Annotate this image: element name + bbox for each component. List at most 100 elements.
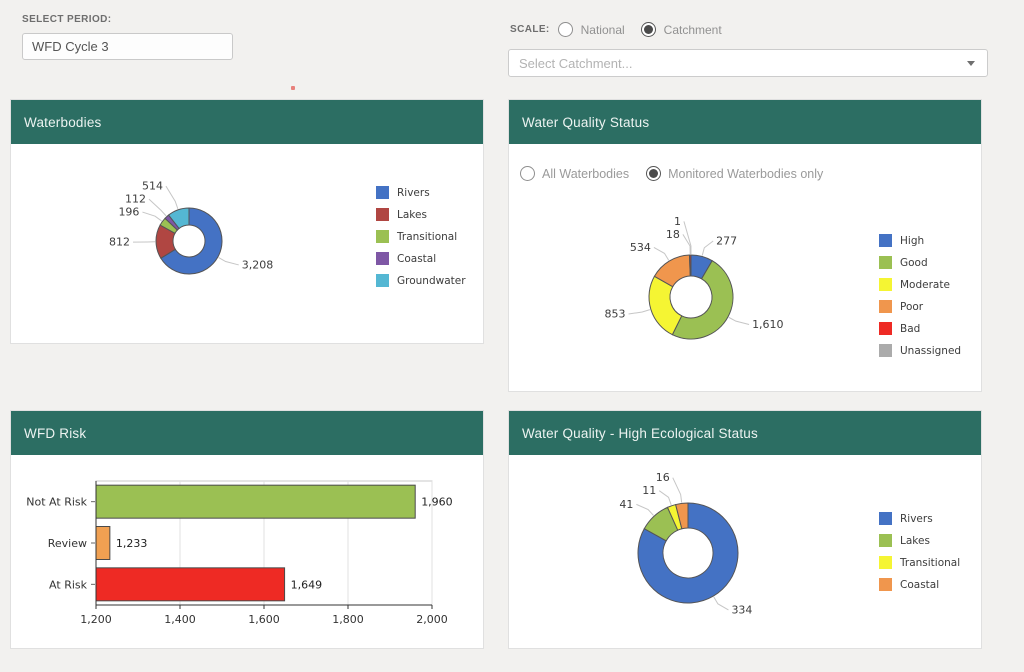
legend-swatch bbox=[879, 278, 892, 291]
wfd-risk-svg: Not At Risk 1,960 Review 1,233 At Risk 1,649 1… bbox=[26, 480, 453, 626]
legend-item-groundwater[interactable]: Groundwater bbox=[376, 274, 466, 287]
wq-high-donut-chart: 334 41 11 16 bbox=[509, 455, 981, 653]
legend-swatch bbox=[879, 234, 892, 247]
legend-label: Lakes bbox=[397, 208, 427, 221]
radio-national-label[interactable]: National bbox=[580, 22, 625, 37]
wfd-risk-bar-chart: Not At Risk 1,960 Review 1,233 At Risk 1,649 1… bbox=[11, 455, 483, 653]
label-leader-line bbox=[142, 211, 162, 222]
pie-slice-groundwater[interactable] bbox=[167, 207, 190, 230]
bar-not-at-risk[interactable] bbox=[95, 484, 416, 519]
slice-value-label-high: 277 bbox=[716, 235, 737, 248]
slice-value-label-transitional: 11 bbox=[642, 484, 656, 497]
pie-slice-moderate[interactable] bbox=[648, 275, 683, 336]
legend-item-transitional[interactable]: Transitional bbox=[376, 230, 466, 243]
legend-item-good[interactable]: Good bbox=[879, 256, 961, 269]
slice-value-label-rivers: 334 bbox=[731, 603, 752, 616]
label-leader-line bbox=[682, 234, 691, 255]
legend-swatch bbox=[879, 578, 892, 591]
panel-wq-high-ecological-title: Water Quality - High Ecological Status bbox=[522, 425, 758, 441]
waterbodies-donut-chart: 3,208 812 196 112 514 bbox=[11, 144, 483, 348]
legend-swatch bbox=[879, 344, 892, 357]
period-input[interactable]: WFD Cycle 3 bbox=[22, 33, 233, 60]
pie-slice-good[interactable] bbox=[671, 260, 734, 340]
legend-item-lakes[interactable]: Lakes bbox=[879, 534, 960, 547]
legend-label: Moderate bbox=[900, 278, 950, 291]
panel-water-quality-status: Water Quality Status All Waterbodies Mon… bbox=[508, 99, 982, 392]
radio-monitored-only-label[interactable]: Monitored Waterbodies only bbox=[668, 166, 824, 181]
slice-value-label-rivers: 3,208 bbox=[242, 258, 273, 271]
panel-wfd-risk-header: WFD Risk bbox=[11, 411, 483, 455]
legend-item-transitional[interactable]: Transitional bbox=[879, 556, 960, 569]
chevron-down-icon bbox=[967, 61, 975, 66]
wq-status-filter-row: All Waterbodies Monitored Waterbodies on… bbox=[520, 166, 823, 181]
x-tick-label: 1,200 bbox=[80, 613, 112, 626]
legend-swatch bbox=[879, 556, 892, 569]
period-control-group: SELECT PERIOD: WFD Cycle 3 bbox=[22, 14, 233, 60]
slice-value-label-transitional: 196 bbox=[118, 206, 139, 219]
label-leader-line bbox=[165, 185, 179, 210]
panel-water-quality-status-header: Water Quality Status bbox=[509, 100, 981, 144]
legend-item-coastal[interactable]: Coastal bbox=[376, 252, 466, 265]
slice-value-label-groundwater: 514 bbox=[142, 180, 163, 193]
legend-label: Groundwater bbox=[397, 274, 466, 287]
legend-label: Unassigned bbox=[900, 344, 962, 357]
label-leader-line bbox=[636, 503, 654, 516]
category-label: Review bbox=[48, 537, 87, 550]
panel-wq-high-ecological: Water Quality - High Ecological Status 3… bbox=[508, 410, 982, 649]
panel-wfd-risk-title: WFD Risk bbox=[24, 425, 87, 441]
legend-swatch bbox=[879, 322, 892, 335]
legend-label: Lakes bbox=[900, 534, 930, 547]
radio-catchment[interactable] bbox=[640, 22, 656, 37]
legend-label: Transitional bbox=[397, 230, 458, 243]
legend-swatch bbox=[879, 512, 892, 525]
slice-value-label-good: 1,610 bbox=[752, 318, 784, 331]
bar-at-risk[interactable] bbox=[95, 567, 286, 602]
legend-label: Transitional bbox=[900, 556, 961, 569]
bar-review[interactable] bbox=[95, 526, 111, 560]
category-label: At Risk bbox=[49, 578, 88, 591]
pie-slice-rivers[interactable] bbox=[160, 207, 223, 275]
panel-waterbodies-title: Waterbodies bbox=[24, 114, 102, 130]
radio-catchment-label[interactable]: Catchment bbox=[663, 22, 722, 37]
panel-waterbodies-header: Waterbodies bbox=[11, 100, 483, 144]
panel-water-quality-status-title: Water Quality Status bbox=[522, 114, 650, 130]
stray-marker-dot bbox=[291, 86, 295, 90]
legend-label: Poor bbox=[900, 300, 924, 313]
legend-swatch bbox=[376, 186, 389, 199]
radio-national[interactable] bbox=[557, 22, 573, 37]
x-tick-label: 1,400 bbox=[164, 613, 196, 626]
panel-waterbodies: Waterbodies 3,208 812 196 112 514 Rivers Lake… bbox=[10, 99, 484, 344]
legend-label: Good bbox=[900, 256, 928, 269]
legend-label: Rivers bbox=[397, 186, 430, 199]
pie-slice-rivers[interactable] bbox=[637, 502, 739, 604]
radio-all-waterbodies[interactable] bbox=[520, 166, 535, 181]
label-leader-line bbox=[672, 477, 683, 503]
bar-value-label: 1,649 bbox=[291, 578, 323, 591]
radio-monitored-only[interactable] bbox=[646, 166, 662, 181]
legend-label: Coastal bbox=[900, 578, 940, 591]
radio-all-waterbodies-label[interactable]: All Waterbodies bbox=[542, 166, 630, 181]
label-leader-line bbox=[683, 221, 692, 255]
pie-slice-coastal[interactable] bbox=[675, 502, 689, 530]
wq-status-donut-chart: 277 1,610 853 534 18 1 bbox=[509, 144, 981, 396]
legend-item-moderate[interactable]: Moderate bbox=[879, 278, 961, 291]
label-leader-line bbox=[701, 240, 714, 256]
legend-item-rivers[interactable]: Rivers bbox=[879, 512, 960, 525]
panel-wq-high-ecological-body: 334 41 11 16 Rivers Lakes Transitional Coastal bbox=[509, 455, 981, 648]
slice-value-label-coastal: 112 bbox=[125, 193, 146, 206]
legend-item-poor[interactable]: Poor bbox=[879, 300, 961, 313]
legend-item-high[interactable]: High bbox=[879, 234, 961, 247]
legend-item-coastal[interactable]: Coastal bbox=[879, 578, 960, 591]
legend-item-rivers[interactable]: Rivers bbox=[376, 186, 466, 199]
catchment-select[interactable]: Select Catchment... bbox=[508, 49, 988, 77]
x-tick-label: 1,800 bbox=[332, 613, 364, 626]
panel-wfd-risk-body: Not At Risk 1,960 Review 1,233 At Risk 1,649 1… bbox=[11, 455, 483, 648]
legend-item-bad[interactable]: Bad bbox=[879, 322, 961, 335]
legend-swatch bbox=[376, 208, 389, 221]
legend-item-unassigned[interactable]: Unassigned bbox=[879, 344, 961, 357]
bar-value-label: 1,233 bbox=[116, 537, 148, 550]
category-label: Not At Risk bbox=[26, 496, 87, 509]
label-leader-line bbox=[658, 490, 672, 506]
legend-item-lakes[interactable]: Lakes bbox=[376, 208, 466, 221]
select-period-label: SELECT PERIOD: bbox=[22, 14, 112, 25]
